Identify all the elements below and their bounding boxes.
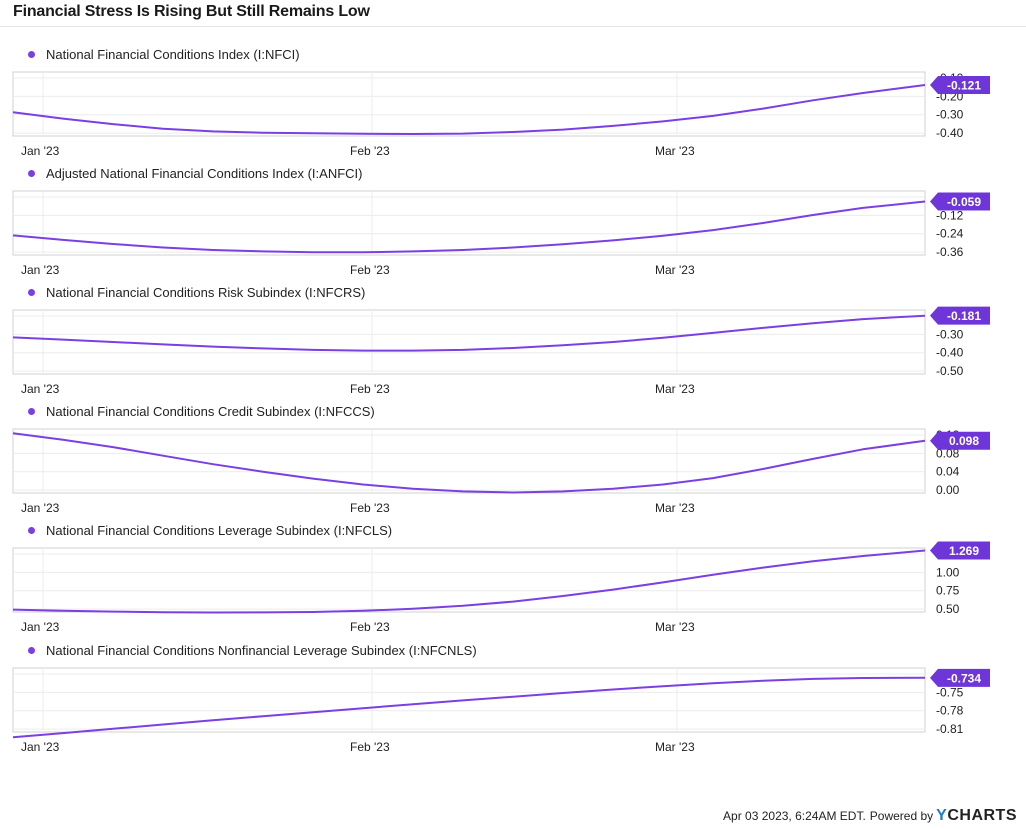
y-tick-label: 0.00	[936, 483, 960, 497]
x-tick-label: Feb '23	[350, 144, 390, 158]
series-line[interactable]	[12, 200, 926, 254]
x-tick-label: Mar '23	[655, 263, 695, 277]
y-tick-label: -0.78	[936, 704, 964, 718]
ycharts-logo[interactable]: YCHARTS	[936, 807, 1017, 825]
y-tick-label: -0.12	[936, 208, 964, 222]
legend-item[interactable]: National Financial Conditions Leverage S…	[28, 523, 392, 538]
legend-dot-icon	[28, 289, 35, 296]
y-tick-label: -0.24	[936, 227, 964, 241]
x-tick-label: Jan '23	[21, 263, 60, 277]
x-tick-label: Jan '23	[21, 620, 60, 634]
title-divider	[0, 26, 1026, 27]
legend-item[interactable]: National Financial Conditions Credit Sub…	[28, 404, 375, 419]
series-line[interactable]	[12, 676, 926, 739]
y-tick-label: 0.50	[936, 602, 960, 616]
ycharts-logo-text: CHARTS	[947, 807, 1017, 824]
y-tick-label: 1.00	[936, 565, 960, 579]
y-tick-label: -0.36	[936, 245, 964, 259]
legend-dot-icon	[28, 51, 35, 58]
x-tick-label: Jan '23	[21, 144, 60, 158]
last-value-badge	[930, 192, 990, 211]
x-tick-label: Mar '23	[655, 144, 695, 158]
legend-item[interactable]: Adjusted National Financial Conditions I…	[28, 166, 362, 181]
chart-title: Financial Stress Is Rising But Still Rem…	[13, 3, 370, 20]
last-value-label: 1.269	[949, 544, 979, 558]
last-value-badge	[930, 75, 990, 94]
plot-frame	[12, 71, 926, 137]
series-line[interactable]	[12, 314, 926, 352]
legend-label: National Financial Conditions Nonfinanci…	[46, 643, 477, 658]
plot-frame	[12, 547, 926, 613]
last-value-label: -0.734	[947, 671, 981, 685]
plot-frame	[12, 309, 926, 375]
plot-frame	[12, 667, 926, 733]
x-tick-label: Mar '23	[655, 501, 695, 515]
x-tick-label: Feb '23	[350, 263, 390, 277]
y-tick-label: -0.81	[936, 722, 964, 736]
legend-item[interactable]: National Financial Conditions Index (I:N…	[28, 47, 300, 62]
y-tick-label: 0.08	[936, 446, 960, 460]
legend-label: Adjusted National Financial Conditions I…	[46, 166, 363, 181]
last-value-label: -0.121	[947, 78, 981, 92]
footer: Apr 03 2023, 6:24AM EDT. Powered by YCHA…	[723, 807, 1017, 825]
y-tick-label: -0.50	[936, 364, 964, 378]
y-tick-label: -0.40	[936, 346, 964, 360]
y-tick-label: 0.04	[936, 465, 960, 479]
last-value-label: 0.098	[949, 434, 979, 448]
x-tick-label: Feb '23	[350, 740, 390, 754]
footer-powered-by: Powered by	[869, 809, 934, 823]
x-tick-label: Jan '23	[21, 740, 60, 754]
y-tick-label: -0.40	[936, 126, 964, 140]
legend-item[interactable]: National Financial Conditions Risk Subin…	[28, 285, 365, 300]
x-tick-label: Jan '23	[21, 501, 60, 515]
last-value-badge	[930, 668, 990, 687]
legend-dot-icon	[28, 647, 35, 654]
legend-label: National Financial Conditions Index (I:N…	[46, 47, 300, 62]
last-value-badge	[930, 431, 990, 450]
plot-frame	[12, 428, 926, 494]
y-tick-label: -0.30	[936, 327, 964, 341]
last-value-label: -0.059	[947, 195, 981, 209]
x-tick-label: Feb '23	[350, 501, 390, 515]
last-value-badge	[930, 541, 990, 560]
last-value-badge	[930, 306, 990, 325]
legend-label: National Financial Conditions Credit Sub…	[46, 404, 375, 419]
legend-label: National Financial Conditions Risk Subin…	[46, 285, 366, 300]
series-line[interactable]	[12, 432, 926, 494]
series-line[interactable]	[12, 549, 926, 614]
y-tick-label: 0.75	[936, 584, 960, 598]
last-value-label: -0.181	[947, 309, 981, 323]
ycharts-logo-y: Y	[936, 807, 948, 824]
x-tick-label: Mar '23	[655, 740, 695, 754]
x-tick-label: Feb '23	[350, 382, 390, 396]
legend-dot-icon	[28, 170, 35, 177]
x-tick-label: Feb '23	[350, 620, 390, 634]
series-line[interactable]	[12, 84, 926, 135]
y-tick-label: -0.75	[936, 685, 964, 699]
x-tick-label: Mar '23	[655, 620, 695, 634]
x-tick-label: Mar '23	[655, 382, 695, 396]
footer-timestamp: Apr 03 2023, 6:24AM EDT.	[723, 809, 866, 823]
x-tick-label: Jan '23	[21, 382, 60, 396]
legend-label: National Financial Conditions Leverage S…	[46, 523, 393, 538]
legend-dot-icon	[28, 527, 35, 534]
legend-item[interactable]: National Financial Conditions Nonfinanci…	[28, 643, 477, 658]
legend-dot-icon	[28, 408, 35, 415]
y-tick-label: -0.30	[936, 108, 964, 122]
plot-frame	[12, 190, 926, 256]
